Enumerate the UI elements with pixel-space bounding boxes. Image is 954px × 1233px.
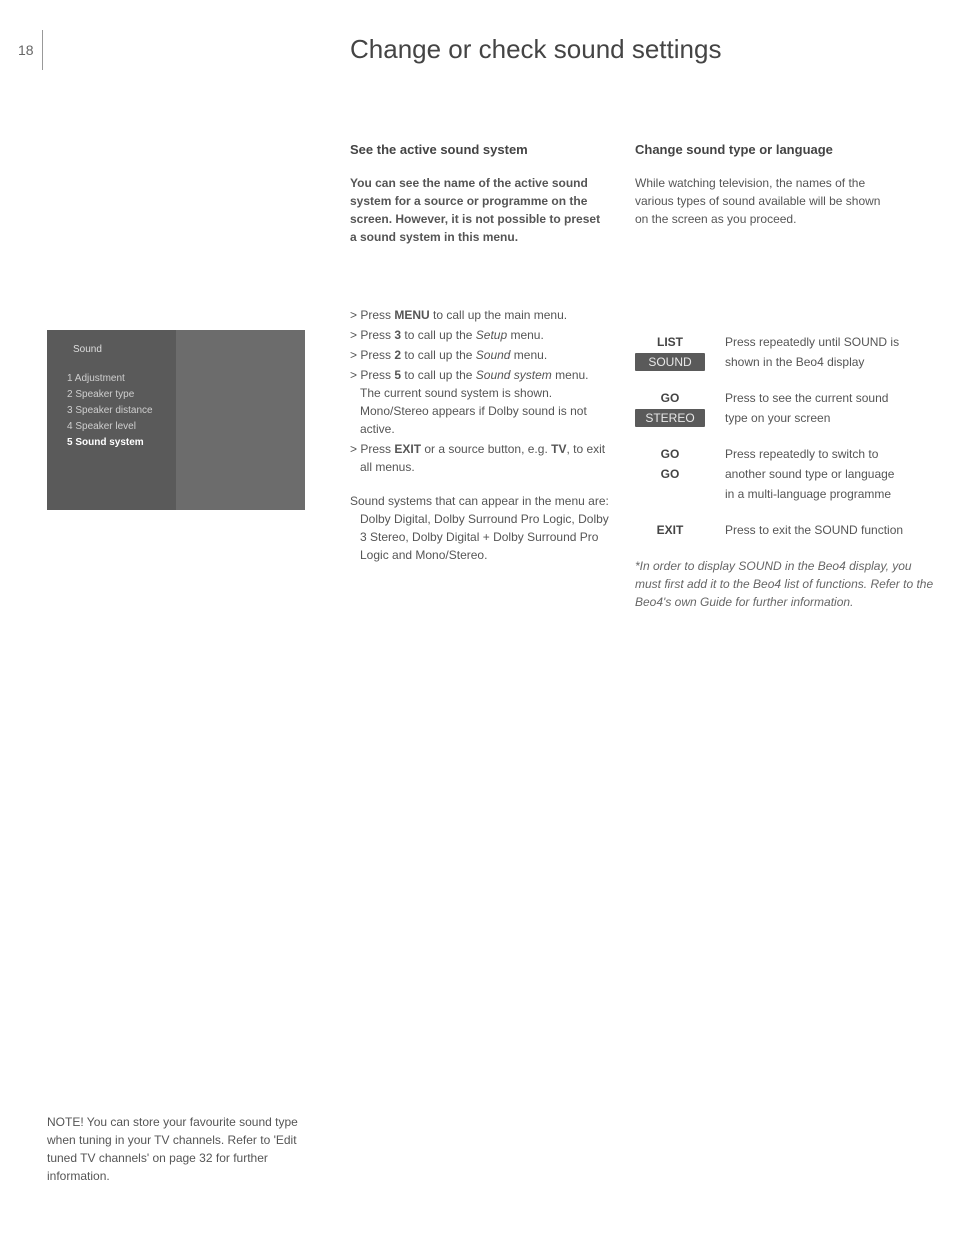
tv-menu-item-sound-system: 5 Sound system	[67, 435, 305, 451]
tv-menu-item-speaker-level: 4 Speaker level	[67, 419, 305, 435]
step-1: > Press MENU to call up the main menu.	[350, 306, 610, 324]
remote-desc: shown in the Beo4 display	[705, 353, 935, 371]
intro-active-sound-system: You can see the name of the active sound…	[350, 174, 610, 246]
remote-display-stereo: STEREO	[635, 409, 705, 427]
step-4: > Press 5 to call up the Sound system me…	[350, 366, 610, 438]
remote-display-sound: SOUND	[635, 353, 705, 371]
remote-row: GO another sound type or language	[635, 465, 935, 483]
step-text: to call up the main menu.	[430, 308, 567, 322]
step-text: menu.	[510, 348, 547, 362]
footnote-beo4: *In order to display SOUND in the Beo4 d…	[635, 557, 935, 611]
step-text: or a source button, e.g.	[421, 442, 551, 456]
step-text: > Press	[350, 442, 394, 456]
step-text: > Press	[350, 328, 394, 342]
column-active-sound-system: See the active sound system You can see …	[350, 140, 610, 566]
remote-row: LIST Press repeatedly until SOUND is	[635, 333, 935, 351]
step-2: > Press 3 to call up the Setup menu.	[350, 326, 610, 344]
page-number-rule	[42, 30, 43, 70]
page-title: Change or check sound settings	[350, 30, 721, 69]
step-text: to call up the	[401, 348, 476, 362]
bottom-note: NOTE! You can store your favourite sound…	[47, 1113, 327, 1185]
remote-desc: Press repeatedly until SOUND is	[705, 333, 935, 351]
remote-btn-go: GO	[635, 465, 705, 483]
step-text: menu.	[507, 328, 544, 342]
tv-menu-panel: Sound 1 Adjustment 2 Speaker type 3 Spea…	[47, 330, 305, 510]
remote-btn-exit: EXIT	[635, 521, 705, 539]
step-3: > Press 2 to call up the Sound menu.	[350, 346, 610, 364]
remote-desc: type on your screen	[705, 409, 935, 427]
remote-row: STEREO type on your screen	[635, 409, 935, 427]
instruction-list: > Press MENU to call up the main menu. >…	[350, 306, 610, 564]
tv-menu-item-adjustment: 1 Adjustment	[67, 371, 305, 387]
remote-desc: another sound type or language	[705, 465, 935, 483]
remote-row: GO Press repeatedly to switch to	[635, 445, 935, 463]
exit-key: EXIT	[394, 442, 421, 456]
remote-row: SOUND shown in the Beo4 display	[635, 353, 935, 371]
heading-active-sound-system: See the active sound system	[350, 140, 610, 160]
intro-change-sound-type: While watching television, the names of …	[635, 174, 895, 228]
menu-name-sound-system: Sound system	[476, 368, 552, 382]
remote-button-reference: LIST Press repeatedly until SOUND is SOU…	[635, 333, 935, 611]
column-change-sound-type: Change sound type or language While watc…	[635, 140, 895, 256]
remote-row: GO Press to see the current sound	[635, 389, 935, 407]
step-text: to call up the	[401, 368, 476, 382]
tv-menu-item-speaker-type: 2 Speaker type	[67, 387, 305, 403]
remote-desc: Press to exit the SOUND function	[705, 521, 935, 539]
menu-name-sound: Sound	[476, 348, 511, 362]
sound-systems-paragraph: Sound systems that can appear in the men…	[350, 492, 610, 564]
remote-row: in a multi-language programme	[635, 485, 935, 503]
menu-name-setup: Setup	[476, 328, 507, 342]
remote-desc: Press to see the current sound	[705, 389, 935, 407]
heading-change-sound-type: Change sound type or language	[635, 140, 895, 160]
remote-spacer	[635, 485, 705, 503]
step-text: > Press	[350, 308, 394, 322]
remote-btn-list: LIST	[635, 333, 705, 351]
remote-desc: in a multi-language programme	[705, 485, 935, 503]
page-number: 18	[18, 40, 34, 61]
step-5: > Press EXIT or a source button, e.g. TV…	[350, 440, 610, 476]
step-text: > Press	[350, 368, 394, 382]
step-text: > Press	[350, 348, 394, 362]
tv-menu-title: Sound	[67, 342, 305, 357]
remote-row: EXIT Press to exit the SOUND function	[635, 521, 935, 539]
remote-btn-go: GO	[635, 389, 705, 407]
remote-btn-go: GO	[635, 445, 705, 463]
remote-desc: Press repeatedly to switch to	[705, 445, 935, 463]
tv-key: TV	[551, 442, 566, 456]
tv-menu-item-speaker-distance: 3 Speaker distance	[67, 403, 305, 419]
menu-key: MENU	[394, 308, 429, 322]
step-text: to call up the	[401, 328, 476, 342]
